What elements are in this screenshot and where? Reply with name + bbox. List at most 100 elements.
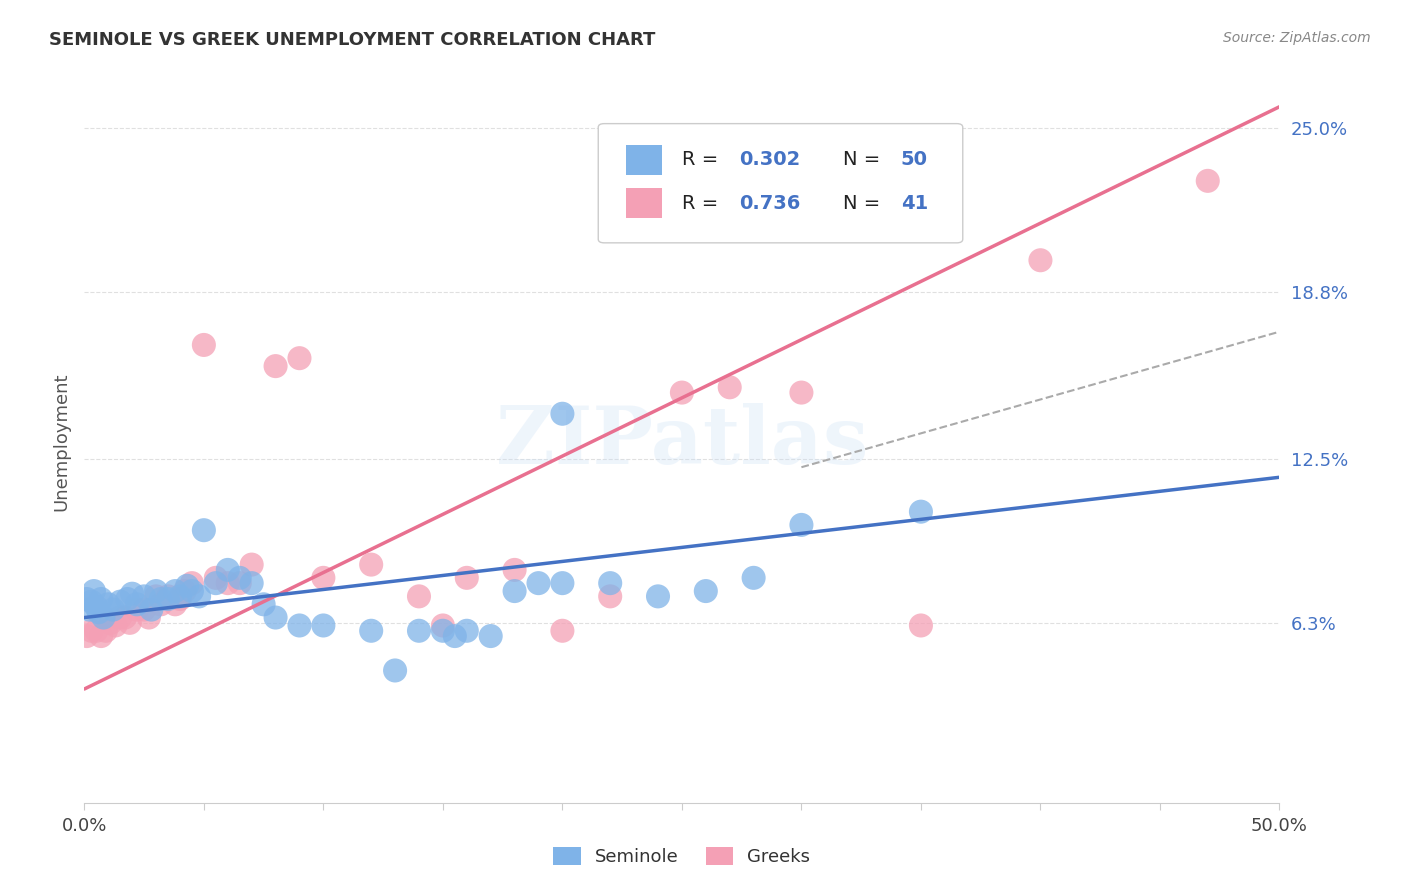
Point bbox=[217, 576, 239, 591]
Point bbox=[86, 599, 108, 614]
Point bbox=[360, 558, 382, 572]
Point bbox=[264, 359, 287, 373]
Text: R =: R = bbox=[682, 150, 724, 169]
Point bbox=[188, 590, 211, 604]
Point bbox=[193, 338, 215, 352]
Text: 0.736: 0.736 bbox=[740, 194, 800, 212]
FancyBboxPatch shape bbox=[626, 145, 662, 175]
Point bbox=[193, 523, 215, 537]
Point bbox=[910, 505, 932, 519]
Text: SEMINOLE VS GREEK UNEMPLOYMENT CORRELATION CHART: SEMINOLE VS GREEK UNEMPLOYMENT CORRELATI… bbox=[49, 31, 655, 49]
Point bbox=[264, 610, 287, 624]
Text: Source: ZipAtlas.com: Source: ZipAtlas.com bbox=[1223, 31, 1371, 45]
Point bbox=[599, 590, 621, 604]
Point bbox=[149, 597, 172, 611]
Point bbox=[312, 618, 335, 632]
Point bbox=[1197, 174, 1219, 188]
Text: R =: R = bbox=[682, 194, 724, 212]
Point bbox=[83, 584, 105, 599]
Point bbox=[157, 592, 180, 607]
Point bbox=[93, 610, 115, 624]
Point bbox=[110, 610, 132, 624]
Point bbox=[647, 590, 669, 604]
Point bbox=[205, 576, 228, 591]
Point bbox=[76, 592, 98, 607]
Point bbox=[551, 407, 574, 421]
Point bbox=[125, 602, 148, 616]
Point bbox=[132, 590, 156, 604]
Point bbox=[149, 592, 172, 607]
Point bbox=[121, 587, 143, 601]
Point bbox=[138, 610, 160, 624]
Point bbox=[503, 563, 526, 577]
Point bbox=[444, 629, 467, 643]
Point bbox=[181, 584, 204, 599]
Point bbox=[432, 618, 454, 632]
Point bbox=[100, 615, 122, 630]
Text: 0.302: 0.302 bbox=[740, 150, 800, 169]
Point bbox=[80, 595, 103, 609]
Point bbox=[253, 597, 276, 611]
Point bbox=[312, 571, 335, 585]
Point bbox=[104, 618, 127, 632]
Point bbox=[145, 584, 167, 599]
Text: 41: 41 bbox=[901, 194, 928, 212]
Point bbox=[110, 595, 132, 609]
Text: ZIPatlas: ZIPatlas bbox=[496, 402, 868, 481]
Point bbox=[503, 584, 526, 599]
Point bbox=[240, 558, 263, 572]
Point bbox=[169, 592, 191, 607]
Point bbox=[288, 351, 311, 366]
Point bbox=[114, 610, 136, 624]
FancyBboxPatch shape bbox=[626, 188, 662, 219]
Point bbox=[288, 618, 311, 632]
Point bbox=[90, 592, 112, 607]
Point bbox=[408, 590, 430, 604]
Point bbox=[1029, 253, 1052, 268]
Point bbox=[240, 576, 263, 591]
Point bbox=[742, 571, 765, 585]
Point bbox=[360, 624, 382, 638]
FancyBboxPatch shape bbox=[599, 124, 963, 243]
Point bbox=[94, 624, 117, 638]
Point bbox=[479, 629, 502, 643]
Point bbox=[173, 584, 195, 599]
Point bbox=[910, 618, 932, 632]
Point bbox=[80, 624, 103, 638]
Point bbox=[141, 602, 163, 616]
Text: N =: N = bbox=[844, 194, 887, 212]
Point bbox=[97, 597, 120, 611]
Y-axis label: Unemployment: Unemployment bbox=[52, 372, 70, 511]
Point bbox=[790, 385, 813, 400]
Point bbox=[599, 576, 621, 591]
Point bbox=[551, 576, 574, 591]
Point bbox=[551, 624, 574, 638]
Point bbox=[527, 576, 550, 591]
Text: N =: N = bbox=[844, 150, 887, 169]
Point bbox=[695, 584, 717, 599]
Point bbox=[86, 624, 108, 638]
Point bbox=[229, 571, 252, 585]
Point bbox=[456, 624, 478, 638]
Point bbox=[384, 664, 406, 678]
Point bbox=[790, 517, 813, 532]
Point bbox=[176, 579, 198, 593]
Point bbox=[132, 602, 156, 616]
Point bbox=[165, 597, 187, 611]
Point bbox=[145, 590, 167, 604]
Point bbox=[217, 563, 239, 577]
Point bbox=[205, 571, 228, 585]
Point bbox=[77, 602, 100, 616]
Point bbox=[125, 597, 148, 611]
Point bbox=[76, 629, 98, 643]
Point bbox=[229, 576, 252, 591]
Point bbox=[432, 624, 454, 638]
Point bbox=[90, 629, 112, 643]
Point bbox=[118, 615, 141, 630]
Point bbox=[169, 590, 191, 604]
Point bbox=[456, 571, 478, 585]
Legend: Seminole, Greeks: Seminole, Greeks bbox=[554, 847, 810, 866]
Point bbox=[671, 385, 693, 400]
Point bbox=[408, 624, 430, 638]
Text: 50: 50 bbox=[901, 150, 928, 169]
